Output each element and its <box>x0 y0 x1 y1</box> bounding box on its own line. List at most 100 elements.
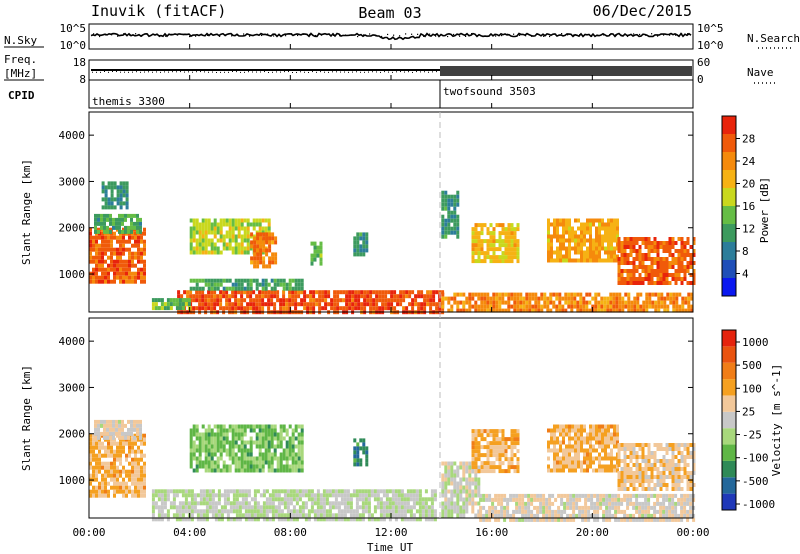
heatmap-cell <box>274 240 278 245</box>
heatmap-cell <box>568 226 571 231</box>
heatmap-cell <box>453 230 457 235</box>
heatmap-cell <box>604 238 607 243</box>
heatmap-cell <box>300 282 304 287</box>
heatmap-cell <box>626 443 630 447</box>
heatmap-cell <box>229 517 233 522</box>
heatmap-cell <box>98 489 101 494</box>
heatmap-cell <box>193 497 197 502</box>
heatmap-cell <box>229 505 233 510</box>
heatmap-cell <box>501 453 505 458</box>
heatmap-cell <box>504 227 508 232</box>
heatmap-cell <box>163 489 167 494</box>
heatmap-cell <box>638 237 642 241</box>
heatmap-cell <box>647 241 651 245</box>
heatmap-cell <box>201 242 205 247</box>
heatmap-cell <box>322 509 326 514</box>
heatmap-cell <box>644 501 648 506</box>
heatmap-cell <box>569 493 573 498</box>
heatmap-cell <box>255 306 259 311</box>
heatmap-cell <box>642 300 646 305</box>
heatmap-cell <box>617 463 621 467</box>
heatmap-cell <box>627 304 631 309</box>
nsearch-dot <box>171 33 173 36</box>
heatmap-cell <box>361 489 365 494</box>
heatmap-cell <box>650 471 654 475</box>
heatmap-cell <box>507 239 511 244</box>
heatmap-cell <box>644 253 648 257</box>
heatmap-cell <box>635 459 639 463</box>
heatmap-cell <box>559 448 562 453</box>
heatmap-cell <box>122 469 125 474</box>
heatmap-cell <box>474 231 478 236</box>
heatmap-cell <box>89 433 92 438</box>
heatmap-cell <box>95 441 98 446</box>
heatmap-cell <box>345 306 349 311</box>
heatmap-cell <box>300 424 304 429</box>
heatmap-cell <box>598 246 601 251</box>
heatmap-cell <box>620 253 624 257</box>
heatmap-cell <box>572 509 576 514</box>
heatmap-cell <box>303 294 307 299</box>
heatmap-cell <box>644 513 648 518</box>
heatmap-cell <box>363 290 367 295</box>
heatmap-cell <box>238 489 242 494</box>
heatmap-cell <box>453 493 457 498</box>
nave-dot <box>136 71 137 73</box>
heatmap-cell <box>456 300 460 305</box>
heatmap-cell <box>116 469 119 474</box>
heatmap-cell <box>340 493 344 498</box>
heatmap-cell <box>580 424 583 429</box>
heatmap-cell <box>318 298 322 303</box>
heatmap-cell <box>110 239 113 244</box>
heatmap-cell <box>497 501 501 506</box>
heatmap-cell <box>94 431 97 436</box>
heatmap-cell <box>193 505 197 510</box>
heatmap-cell <box>613 254 616 259</box>
heatmap-cell <box>246 250 250 255</box>
heatmap-cell <box>547 428 550 433</box>
heatmap-cell <box>201 290 205 295</box>
nave-dot <box>172 71 173 73</box>
heatmap-cell <box>95 445 98 450</box>
heatmap-cell <box>574 242 577 247</box>
heatmap-cell <box>577 460 580 465</box>
heatmap-cell <box>154 505 158 510</box>
heatmap-cell <box>104 485 107 490</box>
heatmap-cell <box>189 440 193 445</box>
heatmap-cell <box>444 505 448 510</box>
heatmap-cell <box>482 493 486 498</box>
heatmap-cell <box>265 236 269 241</box>
heatmap-cell <box>201 424 205 429</box>
heatmap-cell <box>361 493 365 498</box>
heatmap-cell <box>607 468 610 473</box>
heatmap-cell <box>143 437 146 442</box>
heatmap-cell <box>629 467 633 471</box>
heatmap-cell <box>364 493 368 498</box>
heatmap-cell <box>163 505 167 510</box>
nave-dot <box>220 71 221 73</box>
heatmap-cell <box>232 501 236 506</box>
heatmap-cell <box>471 239 475 244</box>
heatmap-cell <box>620 273 624 277</box>
heatmap-cell <box>252 456 256 461</box>
heatmap-cell <box>213 436 217 441</box>
heatmap-cell <box>672 304 676 309</box>
heatmap-cell <box>352 513 356 518</box>
heatmap-cell <box>223 501 227 506</box>
heatmap-cell <box>166 298 170 303</box>
heatmap-cell <box>683 257 687 261</box>
heatmap-cell <box>647 451 651 455</box>
heatmap-cell <box>447 509 451 514</box>
heatmap-cell <box>674 269 678 273</box>
heatmap-cell <box>489 441 493 446</box>
nsearch-dot <box>369 33 371 35</box>
heatmap-cell <box>516 259 520 264</box>
heatmap-cell <box>474 477 478 482</box>
heatmap-cell <box>243 464 247 469</box>
heatmap-cell <box>426 290 430 295</box>
heatmap-cell <box>181 517 185 522</box>
heatmap-cell <box>134 453 137 458</box>
heatmap-cell <box>686 493 690 498</box>
heatmap-cell <box>602 493 606 498</box>
heatmap-cell <box>546 296 550 301</box>
